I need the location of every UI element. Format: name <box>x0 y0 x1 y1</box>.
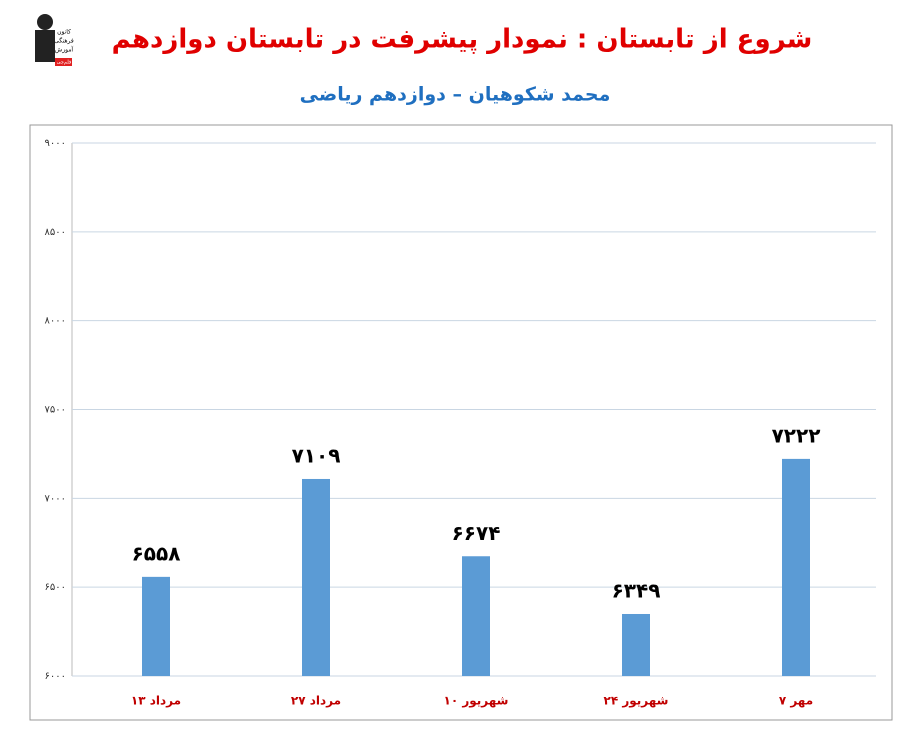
y-tick-label: ۸۵۰۰ <box>45 227 66 238</box>
data-label: ۶۵۵۸ <box>132 541 181 565</box>
logo-icon <box>37 14 53 30</box>
logo: کانون فرهنگی آموزش قلم‌چی <box>35 14 74 66</box>
y-tick-label: ۶۵۰۰ <box>45 582 66 593</box>
x-tick-label: ۲۷ مرداد <box>291 694 341 708</box>
bar <box>782 458 810 676</box>
logo-text: کانون <box>57 29 71 36</box>
chart-subtitle: محمد شکوهیان – دوازدهم ریاضی <box>300 84 611 106</box>
data-label: ۷۱۰۹ <box>292 443 341 467</box>
bar <box>622 613 650 676</box>
logo-text: فرهنگی <box>54 37 74 45</box>
bar <box>462 556 490 676</box>
y-tick-label: ۶۰۰۰ <box>45 671 66 682</box>
x-tick-label: ۲۴ شهریور <box>604 694 669 709</box>
bar <box>302 478 330 676</box>
logo-icon <box>55 58 72 66</box>
bar <box>142 576 170 676</box>
data-label: ۶۳۴۹ <box>612 578 661 602</box>
logo-text: قلم‌چی <box>57 60 72 66</box>
plot-frame <box>29 124 893 721</box>
chart-title: شروع از تابستان : نمودار پیشرفت در تابست… <box>112 25 813 55</box>
logo-icon <box>35 30 55 62</box>
y-tick-label: ۸۰۰۰ <box>45 316 66 327</box>
logo-text: آموزش <box>55 45 74 54</box>
x-tick-label: ۱۰ شهریور <box>444 694 509 709</box>
data-label: ۷۲۲۲ <box>772 423 821 447</box>
y-tick-label: ۹۰۰۰ <box>45 138 66 149</box>
data-label: ۶۶۷۴ <box>452 521 501 545</box>
y-tick-label: ۷۰۰۰ <box>45 493 66 504</box>
x-tick-label: ۱۳ مرداد <box>131 694 181 708</box>
x-tick-label: ۷ مهر <box>779 694 813 708</box>
y-tick-label: ۷۵۰۰ <box>45 405 66 416</box>
